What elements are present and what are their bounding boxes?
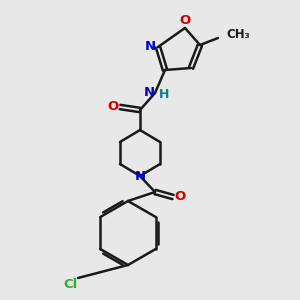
Text: N: N (144, 40, 156, 53)
Text: Cl: Cl (63, 278, 77, 292)
Text: CH₃: CH₃ (226, 28, 250, 41)
Text: O: O (107, 100, 118, 112)
Text: N: N (143, 86, 155, 100)
Text: N: N (134, 170, 146, 184)
Text: H: H (159, 88, 169, 100)
Text: O: O (174, 190, 186, 203)
Text: O: O (179, 14, 191, 28)
